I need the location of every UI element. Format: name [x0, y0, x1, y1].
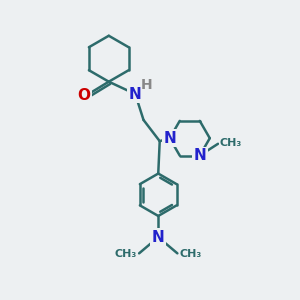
Text: N: N — [152, 230, 165, 245]
Text: CH₃: CH₃ — [219, 138, 242, 148]
Text: N: N — [164, 131, 176, 146]
Text: CH₃: CH₃ — [115, 249, 137, 259]
Text: N: N — [129, 87, 142, 102]
Text: CH₃: CH₃ — [180, 249, 202, 259]
Text: O: O — [77, 88, 91, 103]
Text: N: N — [194, 148, 206, 163]
Text: H: H — [141, 78, 153, 92]
